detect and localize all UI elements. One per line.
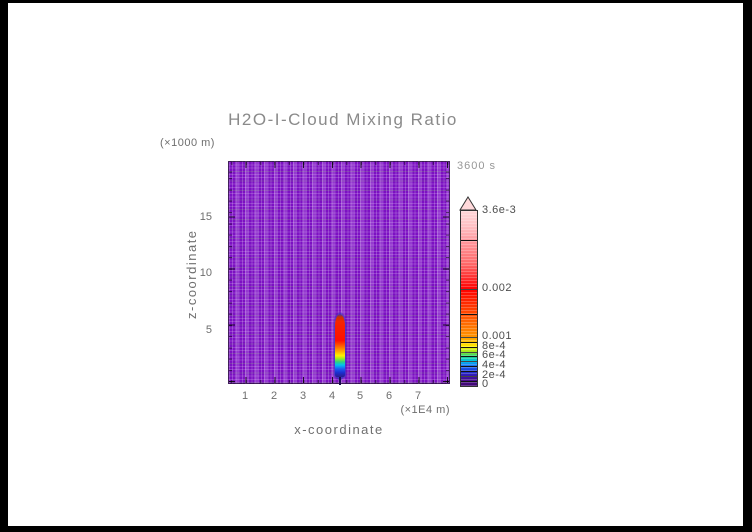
- x-tick-label-3: 3: [299, 390, 307, 402]
- colorbar-overflow-arrow-icon: [459, 196, 477, 211]
- x-tick-label-6: 6: [385, 390, 393, 402]
- x-tick-label-1: 1: [241, 390, 249, 402]
- colorbar-level-line: [461, 314, 477, 315]
- colorbar-level-line: [461, 289, 477, 290]
- z-tick-label-15: 15: [199, 211, 212, 223]
- x-tick-label-5: 5: [356, 390, 364, 402]
- x-axis-top-minor-ticks: [229, 162, 449, 165]
- x-axis-unit-label: (×1E4 m): [400, 404, 450, 416]
- x-axis-top-major-ticks: [229, 162, 449, 168]
- heatmap-plot-area: [228, 161, 450, 384]
- colorbar-level-line: [461, 376, 477, 377]
- colorbar-level-line: [461, 337, 477, 338]
- colorbar-level-line: [461, 240, 477, 241]
- z-axis-left-major-ticks: [229, 162, 235, 383]
- colorbar-level-line: [461, 342, 477, 343]
- z-axis-left-minor-ticks: [229, 162, 232, 383]
- colorbar-label-002: 0.002: [482, 282, 513, 294]
- colorbar-label-max: 3.6e-3: [482, 204, 517, 216]
- z-tick-label-5: 5: [205, 324, 212, 336]
- colorbar-level-line: [461, 352, 477, 353]
- cloud-plume: [335, 314, 345, 377]
- page-title: H2O-I-Cloud Mixing Ratio: [228, 110, 458, 129]
- x-tick-label-4: 4: [328, 390, 336, 402]
- colorbar-label-zero: 0: [482, 378, 489, 390]
- z-axis-title: z-coordinate: [184, 229, 199, 319]
- z-tick-label-10: 10: [199, 267, 212, 279]
- figure-canvas: H2O-I-Cloud Mixing Ratio (×1000 m) 3600 …: [8, 3, 743, 526]
- colorbar-level-line: [461, 366, 477, 367]
- z-axis-right-major-ticks: [443, 162, 449, 383]
- plume-tail: [339, 377, 341, 385]
- colorbar-label-8e4: 8e-4: [482, 340, 507, 352]
- colorbar-level-line: [461, 381, 477, 382]
- colorbar: [460, 210, 478, 387]
- z-axis-right-minor-ticks: [446, 162, 449, 383]
- colorbar-label-2e4: 2e-4: [482, 369, 507, 381]
- x-tick-label-7: 7: [414, 390, 422, 402]
- colorbar-label-4e4: 4e-4: [482, 359, 507, 371]
- colorbar-level-line: [461, 361, 477, 362]
- colorbar-level-line: [461, 356, 477, 357]
- x-axis-title: x-coordinate: [294, 422, 384, 437]
- time-annotation: 3600 s: [457, 160, 497, 172]
- colorbar-label-6e4: 6e-4: [482, 349, 507, 361]
- colorbar-level-line: [461, 347, 477, 348]
- x-tick-label-2: 2: [270, 390, 278, 402]
- z-axis-unit-label: (×1000 m): [160, 137, 215, 149]
- colorbar-label-001: 0.001: [482, 330, 513, 342]
- colorbar-level-line: [461, 371, 477, 372]
